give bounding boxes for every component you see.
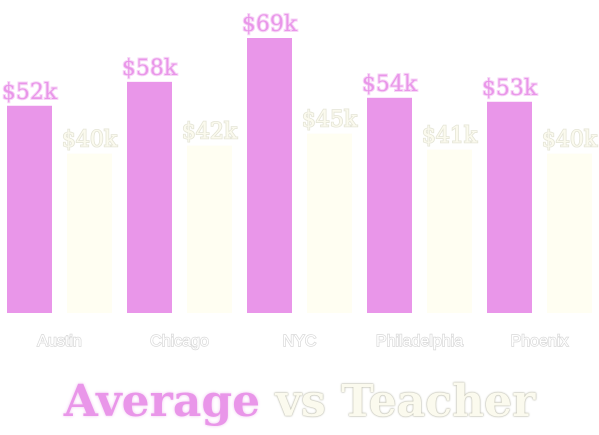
- value-label-average-chicago: $58k: [122, 56, 178, 81]
- chart-title: Average vs Teacher: [0, 372, 599, 432]
- bar-chart: $52k$40k$58k$42k$69k$45k$54k$41k$53k$40k…: [1, 11, 599, 351]
- category-label-nyc: NYC: [283, 333, 317, 350]
- bar-average-phoenix: [487, 101, 532, 313]
- bar-average-philadelphia: [367, 97, 412, 313]
- value-labels-group: $52k$40k$58k$42k$69k$45k$54k$41k$53k$40k: [1, 11, 599, 153]
- bar-average-austin: [7, 105, 52, 313]
- value-label-average-nyc: $69k: [242, 12, 298, 37]
- title-series-a: Average: [63, 376, 261, 427]
- value-label-teacher-phoenix: $40k: [542, 128, 598, 153]
- value-label-teacher-austin: $40k: [62, 128, 118, 153]
- category-labels-group: Austin Chicago NYC Philadelphia Phoenix: [37, 332, 570, 350]
- title-series-b: Teacher: [341, 376, 536, 427]
- bar-teacher-nyc: [307, 133, 352, 313]
- value-label-average-austin: $52k: [2, 80, 58, 105]
- category-label-phoenix: Phoenix: [511, 333, 569, 350]
- category-label-chicago: Chicago: [150, 333, 209, 350]
- category-label-austin: Austin: [37, 333, 81, 350]
- value-label-average-philadelphia: $54k: [362, 72, 418, 97]
- value-label-teacher-nyc: $45k: [302, 108, 358, 133]
- bar-average-chicago: [127, 81, 172, 313]
- title-joiner: vs: [275, 376, 326, 427]
- bar-teacher-phoenix: [547, 153, 592, 313]
- value-label-teacher-chicago: $42k: [182, 120, 238, 145]
- value-label-teacher-philadelphia: $41k: [422, 124, 478, 149]
- category-label-philadelphia: Philadelphia: [376, 333, 463, 350]
- value-label-average-phoenix: $53k: [482, 76, 538, 101]
- bar-teacher-austin: [67, 153, 112, 313]
- bars-group: [7, 38, 592, 313]
- bar-teacher-chicago: [187, 145, 232, 313]
- bar-teacher-philadelphia: [427, 149, 472, 313]
- bar-average-nyc: [247, 38, 292, 313]
